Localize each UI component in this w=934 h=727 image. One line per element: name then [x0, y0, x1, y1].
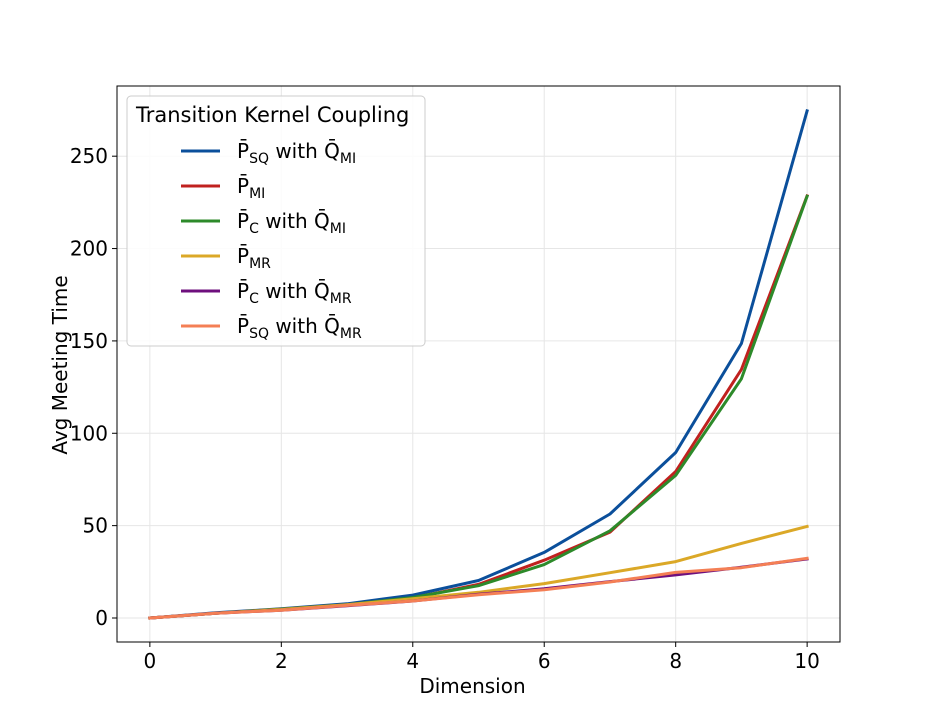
legend-label-part: P̄	[237, 243, 249, 268]
legend-label-part: with Q̄	[259, 278, 330, 303]
legend-item: P̄SQ with Q̄MR	[181, 313, 362, 342]
x-tick-label: 4	[406, 649, 419, 673]
legend-label-part: P̄	[237, 173, 249, 198]
legend-label: P̄SQ with Q̄MI	[237, 138, 356, 167]
legend-title: Transition Kernel Coupling	[135, 103, 409, 127]
x-tick-label: 6	[538, 649, 551, 673]
x-tick-label: 2	[275, 649, 288, 673]
legend-label-subscript: SQ	[249, 151, 269, 167]
legend-item: P̄MR	[181, 243, 271, 272]
legend-label-subscript: MI	[330, 221, 346, 237]
legend-label-part: P̄	[237, 313, 249, 338]
plot-frame	[116, 85, 841, 643]
x-tick-label: 10	[794, 649, 819, 673]
legend-item: P̄SQ with Q̄MI	[181, 138, 356, 167]
y-axis-ticks: 0 50 100 150 200 250	[70, 144, 117, 630]
legend-label: P̄SQ with Q̄MR	[237, 313, 362, 342]
legend-label-part: with Q̄	[269, 138, 340, 163]
legend-label-part: with Q̄	[259, 208, 330, 233]
legend-label-subscript: MR	[340, 326, 362, 342]
legend-label: P̄C with Q̄MR	[237, 278, 352, 307]
legend: Transition Kernel Coupling P̄SQ with Q̄M…	[126, 95, 426, 347]
y-tick-label: 50	[83, 514, 108, 538]
legend-label-subscript: MR	[330, 291, 352, 307]
y-tick-label: 100	[70, 421, 108, 445]
legend-label: P̄C with Q̄MI	[237, 208, 346, 237]
legend-label-subscript: MR	[249, 256, 271, 272]
y-axis-label: Avg Meeting Time	[48, 275, 72, 454]
series-lines	[148, 109, 810, 620]
y-tick-label: 150	[70, 329, 108, 353]
legend-label-subscript: SQ	[249, 326, 269, 342]
legend-item: P̄C with Q̄MI	[181, 208, 346, 237]
x-axis-label: Dimension	[419, 674, 525, 698]
legend-label-subscript: C	[249, 221, 259, 237]
series-line-6	[148, 556, 809, 620]
x-axis-ticks: 0 2 4 6 8 10	[143, 642, 820, 673]
legend-box	[126, 95, 426, 347]
legend-label-subscript: MI	[340, 151, 356, 167]
legend-item: P̄C with Q̄MR	[181, 278, 352, 307]
legend-label-part: P̄	[237, 208, 249, 233]
y-tick-label: 200	[70, 237, 108, 261]
legend-item: P̄MI	[181, 173, 265, 202]
legend-items: P̄SQ with Q̄MIP̄MIP̄C with Q̄MIP̄MRP̄C w…	[181, 138, 362, 342]
legend-label-part: with Q̄	[269, 313, 340, 338]
legend-label-part: P̄	[237, 278, 249, 303]
y-tick-label: 0	[95, 606, 108, 630]
legend-label: P̄MR	[237, 243, 271, 272]
legend-label-part: P̄	[237, 138, 249, 163]
legend-label: P̄MI	[237, 173, 265, 202]
legend-label-subscript: C	[249, 291, 259, 307]
y-tick-label: 250	[70, 144, 108, 168]
legend-label-subscript: MI	[249, 186, 265, 202]
x-tick-label: 8	[669, 649, 682, 673]
x-tick-label: 0	[143, 649, 156, 673]
